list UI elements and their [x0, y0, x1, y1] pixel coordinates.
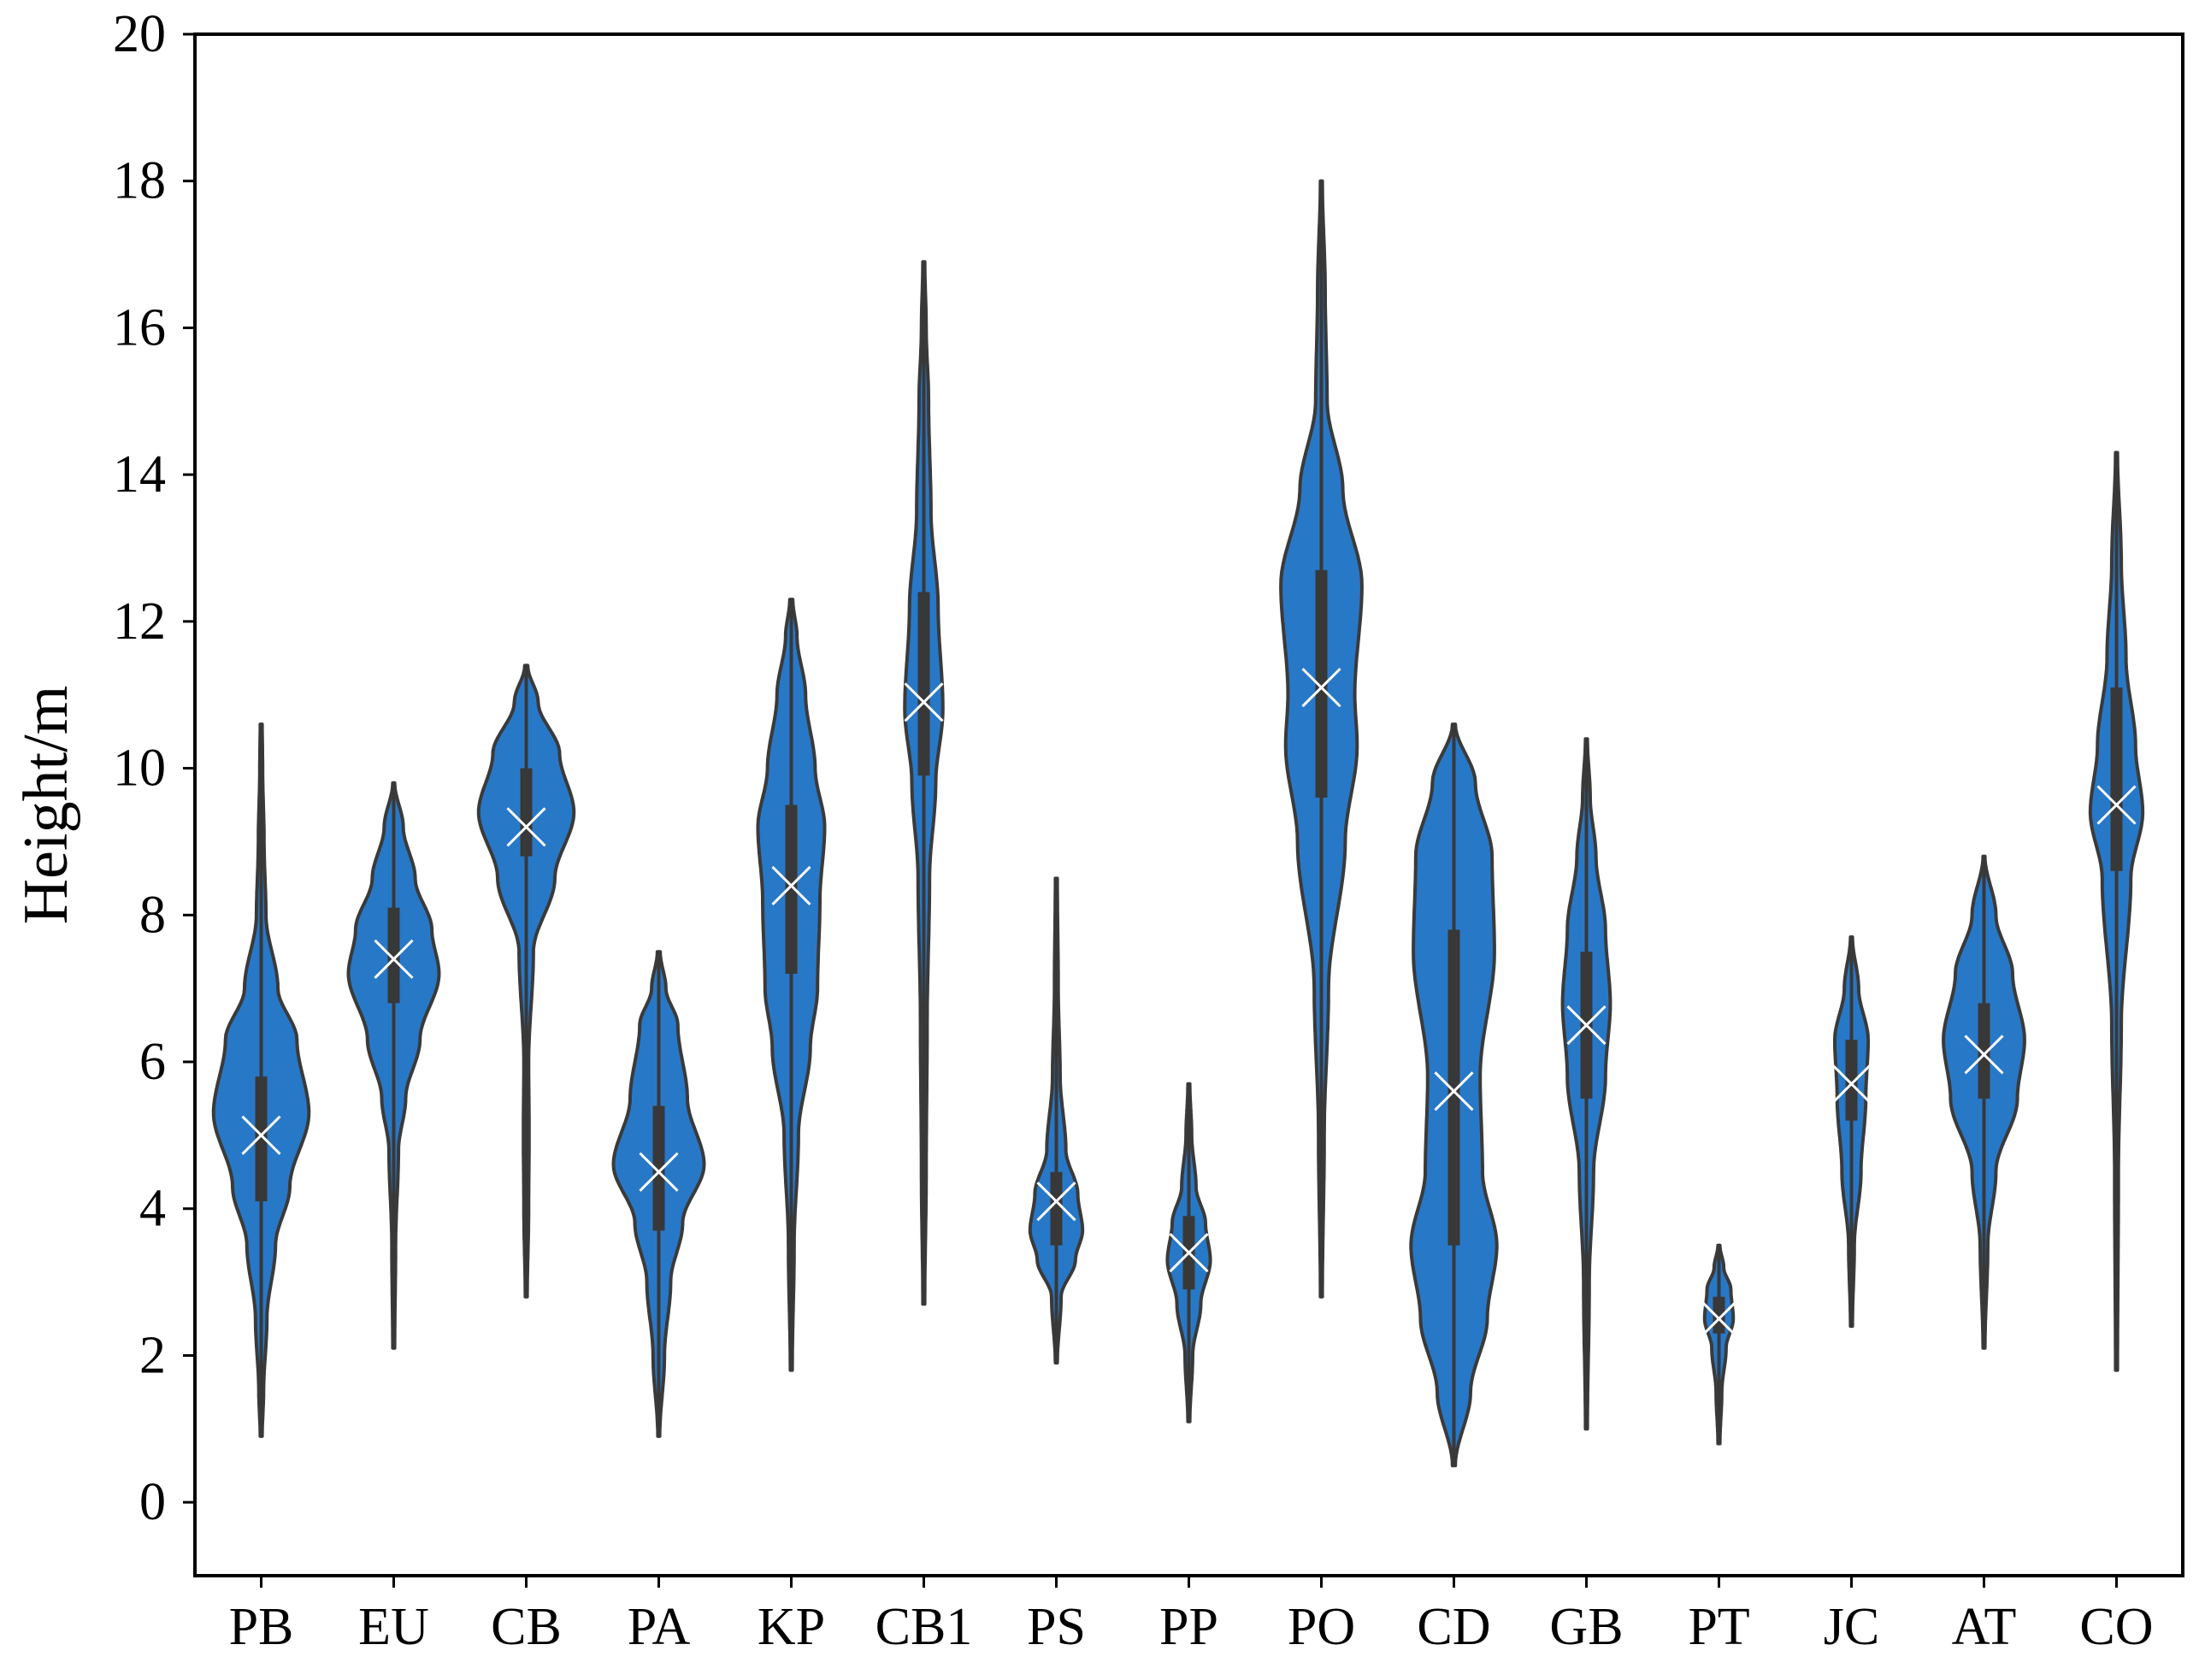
x-tick-label: CO [2079, 1598, 2153, 1656]
y-tick-label: 20 [113, 5, 166, 63]
violin-pt [1699, 1243, 1739, 1446]
violin-iqr-box [255, 1076, 268, 1202]
x-tick-label: CB [491, 1598, 562, 1656]
mean-marker [506, 807, 546, 847]
mean-marker [1831, 1064, 1872, 1104]
violin-ps [1028, 876, 1085, 1365]
mean-marker [374, 939, 414, 979]
x-tick-label: AT [1952, 1598, 2017, 1656]
violin-iqr-box [2110, 687, 2123, 871]
y-tick-label: 0 [139, 1473, 166, 1531]
violin-kp [756, 598, 827, 1372]
mean-marker [1301, 668, 1341, 708]
x-tick-label: PB [229, 1598, 294, 1656]
x-tick-label: PS [1027, 1598, 1086, 1656]
mean-marker [904, 682, 944, 722]
mean-marker [241, 1115, 281, 1155]
violin-iqr-box [1845, 1040, 1858, 1121]
mean-marker [1964, 1035, 2004, 1075]
violin-eu [346, 781, 441, 1350]
y-tick-label: 10 [113, 740, 166, 798]
violin-cb1 [903, 260, 945, 1306]
mean-marker [1699, 1299, 1739, 1339]
mean-marker [1566, 1005, 1607, 1046]
x-tick-label: GB [1549, 1598, 1623, 1656]
x-tick-label: KP [758, 1598, 825, 1656]
violin-pa [611, 950, 706, 1438]
y-tick-label: 16 [113, 298, 166, 357]
y-tick-label: 4 [139, 1180, 166, 1238]
violin-cd [1409, 722, 1499, 1468]
y-tick-label: 2 [139, 1326, 166, 1384]
x-tick-label: JC [1824, 1598, 1879, 1656]
violin-iqr-box [917, 592, 930, 776]
violin-co [2088, 451, 2145, 1372]
violin-at [1942, 854, 2026, 1350]
x-tick-label: CD [1417, 1598, 1490, 1656]
violin-gb [1560, 737, 1612, 1431]
mean-marker [2096, 785, 2137, 825]
violin-iqr-box [1713, 1296, 1725, 1334]
violin-iqr-box [1315, 569, 1328, 798]
x-tick-label: PT [1688, 1598, 1749, 1656]
mean-marker [1036, 1182, 1076, 1222]
violin-iqr-box [387, 907, 400, 1004]
violin-iqr-box [520, 768, 533, 857]
violin-iqr-box [785, 805, 798, 974]
violin-pb [211, 722, 311, 1438]
y-tick-label: 14 [113, 445, 166, 504]
y-tick-label: 6 [139, 1033, 166, 1091]
mean-marker [1434, 1071, 1474, 1111]
mean-marker [771, 865, 811, 906]
x-tick-label: PO [1288, 1598, 1355, 1656]
violin-pp [1165, 1082, 1212, 1424]
x-tick-label: EU [358, 1598, 429, 1656]
x-axis-ticks: PB EU CB PA KP CB1 PS PP PO CD GB PT JC AT CO [229, 1576, 2154, 1656]
violin-iqr-box [1978, 1003, 1990, 1099]
y-axis-ticks: 0 2 4 6 8 10 12 14 16 18 20 [113, 5, 195, 1531]
mean-marker [639, 1152, 679, 1192]
violin-iqr-box [1447, 929, 1460, 1246]
x-tick-label: PA [628, 1598, 691, 1656]
y-tick-label: 8 [139, 886, 166, 944]
x-tick-label: PP [1159, 1598, 1218, 1656]
y-tick-label: 12 [113, 592, 166, 651]
mean-marker [1169, 1233, 1209, 1273]
violin-iqr-box [652, 1105, 665, 1231]
x-tick-label: CB1 [876, 1598, 973, 1656]
violins-layer [211, 179, 2145, 1468]
violin-iqr-box [1050, 1171, 1063, 1246]
y-tick-label: 18 [113, 152, 166, 210]
violin-cb [476, 663, 576, 1299]
y-axis-label: Height/m [11, 686, 81, 925]
violin-po [1279, 179, 1364, 1299]
violin-jc [1831, 935, 1872, 1329]
